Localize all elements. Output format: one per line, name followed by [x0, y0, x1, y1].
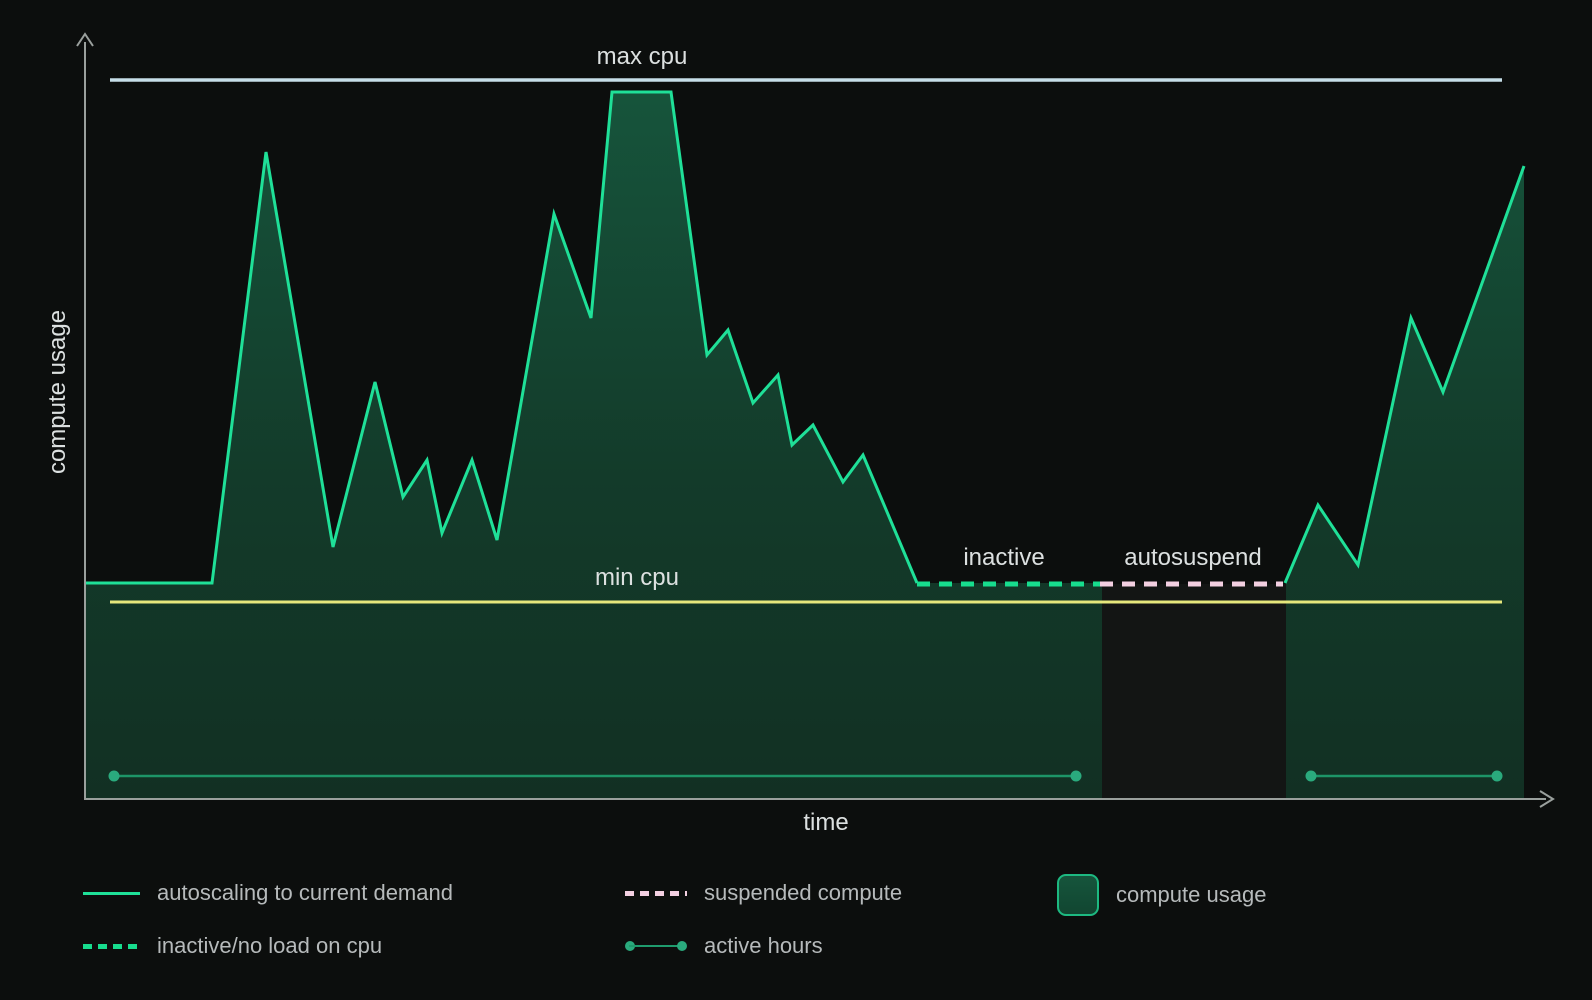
- y-axis-arrow-icon: [76, 32, 94, 47]
- legend-item-compute-usage: compute usage: [1057, 874, 1266, 916]
- autoscaling-curve-resume: [1283, 165, 1526, 584]
- active-hours-dot: [1070, 770, 1082, 782]
- inactive-label: inactive: [963, 544, 1044, 571]
- active-hours-dot: [1491, 770, 1503, 782]
- active-hours-dot: [1305, 770, 1317, 782]
- compute-usage-area-2: [1286, 166, 1524, 799]
- solid-line-swatch-icon: [83, 891, 140, 895]
- legend-label: inactive/no load on cpu: [157, 933, 383, 958]
- legend-item-suspended: suspended compute: [625, 880, 902, 906]
- legend-label: suspended compute: [704, 880, 903, 905]
- x-axis-title: time: [803, 809, 848, 836]
- dot-line-swatch-icon: [625, 941, 687, 951]
- chart-canvas: max cpu min cpu inactive autosuspend tim…: [44, 32, 1555, 836]
- pink-dash-swatch-icon: [625, 890, 687, 896]
- legend-label: autoscaling to current demand: [157, 880, 453, 905]
- area-swatch-icon: [1057, 874, 1099, 916]
- min-cpu-label: min cpu: [595, 564, 679, 591]
- legend-label: compute usage: [1116, 882, 1267, 907]
- max-cpu-label: max cpu: [597, 43, 688, 70]
- legend-item-active-hours: active hours: [625, 933, 823, 959]
- autoscaling-curve: [86, 90, 919, 585]
- x-axis-arrow-icon: [1539, 790, 1555, 808]
- y-axis-title: compute usage: [44, 310, 71, 474]
- legend-label: active hours: [704, 933, 823, 958]
- suspended-compute-gap: [1102, 584, 1286, 799]
- autosuspend-label: autosuspend: [1124, 544, 1261, 571]
- legend-item-inactive: inactive/no load on cpu: [83, 933, 382, 959]
- compute-usage-area-1: [86, 92, 1102, 799]
- legend-item-autoscaling: autoscaling to current demand: [83, 880, 453, 906]
- green-dash-swatch-icon: [83, 943, 140, 949]
- active-hours-dot: [108, 770, 120, 782]
